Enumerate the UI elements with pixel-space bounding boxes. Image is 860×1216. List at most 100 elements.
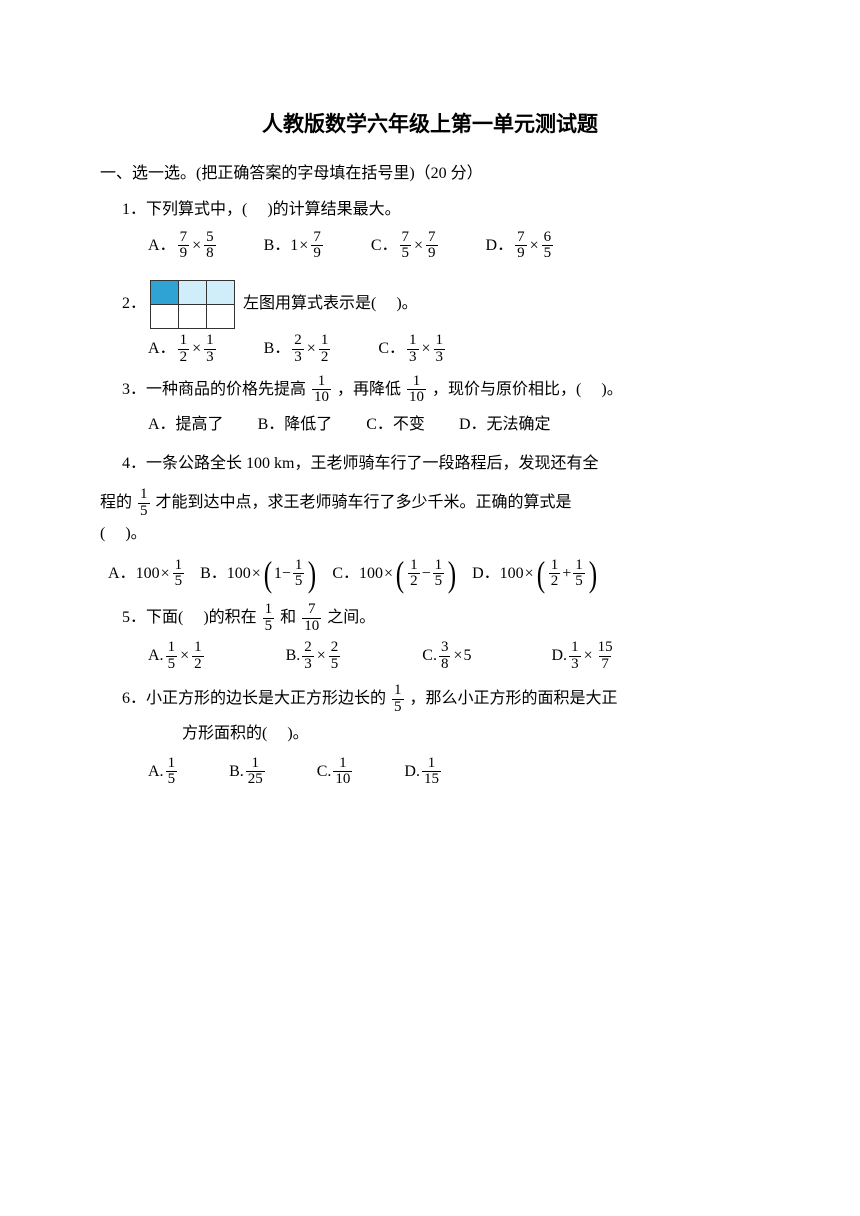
question-4: 4．一条公路全长 100 km，王老师骑车行了一段路程后，发现还有全 — [122, 449, 760, 479]
q4-opt-a: A． 100 × 15 — [108, 558, 186, 591]
multiply-sign: × — [306, 334, 317, 364]
multiply-sign: × — [583, 641, 594, 671]
fraction: 15 — [392, 683, 404, 716]
q5-opt-c: C. 38 × 5 — [422, 640, 471, 673]
q1-opt-b: B． 1 × 79 — [264, 230, 325, 263]
opt-label: B. — [286, 641, 301, 671]
fraction: 13 — [434, 333, 446, 366]
fraction: 12 — [549, 558, 561, 591]
q4-opt-c: C． 100 × ( 12 − 15 ) — [332, 556, 458, 592]
fraction: 65 — [542, 230, 554, 263]
q3-opt-a: A．提高了 — [148, 410, 224, 440]
q2-text: 2． 左图用算式表示是( )。 — [122, 280, 760, 329]
q5-text-1: 5．下面( )的积在 — [122, 609, 257, 626]
fraction: 110 — [312, 374, 331, 407]
grid-figure — [150, 280, 235, 329]
q2-prefix: 2． — [122, 295, 146, 312]
fraction: 79 — [311, 230, 323, 263]
opt-label: C． — [378, 334, 405, 364]
fraction: 110 — [407, 374, 426, 407]
paren-group: ( 1 − 15 ) — [262, 556, 319, 592]
fraction: 125 — [246, 756, 265, 789]
q3-opt-d: D．无法确定 — [459, 410, 551, 440]
whole-number: 1 — [274, 559, 282, 589]
opt-label: C． — [371, 231, 398, 261]
q5-opt-a: A. 15 × 12 — [148, 640, 206, 673]
q5-options: A. 15 × 12 B. 23 × 25 C. 38 × 5 D. 13 × … — [148, 640, 760, 673]
page-title: 人教版数学六年级上第一单元测试题 — [100, 105, 760, 145]
fraction: 157 — [596, 640, 615, 673]
opt-label: A． — [148, 334, 176, 364]
grid-table — [150, 280, 235, 329]
fraction: 25 — [329, 640, 341, 673]
opt-label: A. — [148, 757, 164, 787]
multiply-sign: × — [383, 559, 394, 589]
q5-text: 5．下面( )的积在 15 和 710 之间。 — [122, 602, 760, 635]
fraction: 13 — [407, 333, 419, 366]
fraction: 710 — [302, 602, 321, 635]
opt-label: B． — [200, 559, 227, 589]
q3-text-1: 3．一种商品的价格先提高 — [122, 381, 306, 398]
opt-label: B． — [264, 334, 291, 364]
q2-opt-a: A． 12 × 13 — [148, 333, 218, 366]
fraction: 110 — [333, 756, 352, 789]
q6-t2: ，那么小正方形的面积是大正 — [410, 690, 618, 707]
q3-options: A．提高了 B．降低了 C．不变 D．无法确定 — [148, 410, 760, 440]
fraction: 13 — [569, 640, 581, 673]
fraction: 15 — [293, 558, 305, 591]
q5-opt-d: D. 13 × 157 — [552, 640, 617, 673]
multiply-sign: × — [452, 641, 463, 671]
fraction: 79 — [178, 230, 190, 263]
fraction: 12 — [319, 333, 331, 366]
paren-group: ( 12 + 15 ) — [535, 556, 599, 592]
question-1: 1．下列算式中，( )的计算结果最大。 A． 79 × 58 B． 1 × 79… — [122, 195, 760, 262]
q2-opt-b: B． 23 × 12 — [264, 333, 333, 366]
opt-label: C． — [332, 559, 359, 589]
right-paren-icon: ) — [308, 556, 316, 592]
fraction: 23 — [302, 640, 314, 673]
q6-opt-b: B. 125 — [229, 756, 267, 789]
left-paren-icon: ( — [396, 556, 404, 592]
q4-opt-d: D． 100 × ( 12 + 15 ) — [472, 556, 599, 592]
q1-opt-c: C． 75 × 79 — [371, 230, 440, 263]
grid-cell — [151, 305, 179, 329]
q3-opt-b: B．降低了 — [258, 410, 333, 440]
q5-opt-b: B. 23 × 25 — [286, 640, 343, 673]
multiply-sign: × — [298, 231, 309, 261]
q5-text-3: 之间。 — [327, 609, 375, 626]
fraction: 58 — [204, 230, 216, 263]
opt-label: C. — [422, 641, 437, 671]
right-paren-icon: ) — [448, 556, 456, 592]
question-6: 6．小正方形的边长是大正方形边长的 15 ，那么小正方形的面积是大正 方形面积的… — [122, 683, 760, 788]
whole-number: 100 — [359, 559, 383, 589]
fraction: 79 — [515, 230, 527, 263]
multiply-sign: × — [524, 559, 535, 589]
q2-opt-c: C． 13 × 13 — [378, 333, 447, 366]
multiply-sign: × — [316, 641, 327, 671]
fraction: 15 — [173, 558, 185, 591]
opt-label: A． — [148, 231, 176, 261]
multiply-sign: × — [179, 641, 190, 671]
question-2: 2． 左图用算式表示是( )。 A． 12 × 13 B． 23 × 12 C．… — [122, 280, 760, 366]
q6-opt-a: A. 15 — [148, 756, 179, 789]
question-3: 3．一种商品的价格先提高 110 ，再降低 110 ，现价与原价相比，( )。 … — [122, 374, 760, 441]
fraction: 13 — [204, 333, 216, 366]
q4-line2: 程的 15 才能到达中点，求王老师骑车行了多少千米。正确的算式是 — [100, 487, 760, 520]
left-paren-icon: ( — [536, 556, 544, 592]
opt-label: A. — [148, 641, 164, 671]
whole-number: 100 — [227, 559, 251, 589]
whole-number: 100 — [500, 559, 524, 589]
grid-cell — [151, 281, 179, 305]
minus-sign: − — [422, 559, 431, 589]
opt-label: D. — [404, 757, 420, 787]
q4-line1: 4．一条公路全长 100 km，王老师骑车行了一段路程后，发现还有全 — [122, 449, 760, 479]
fraction: 15 — [138, 487, 150, 520]
grid-cell — [179, 305, 207, 329]
fraction: 79 — [426, 230, 438, 263]
q1-options: A． 79 × 58 B． 1 × 79 C． 75 × 79 D． 79 × … — [148, 230, 760, 263]
fraction: 23 — [292, 333, 304, 366]
fraction: 15 — [166, 756, 178, 789]
opt-label: D. — [552, 641, 568, 671]
q1-text: 1．下列算式中，( )的计算结果最大。 — [122, 195, 760, 225]
q3-text-2: ，再降低 — [337, 381, 401, 398]
